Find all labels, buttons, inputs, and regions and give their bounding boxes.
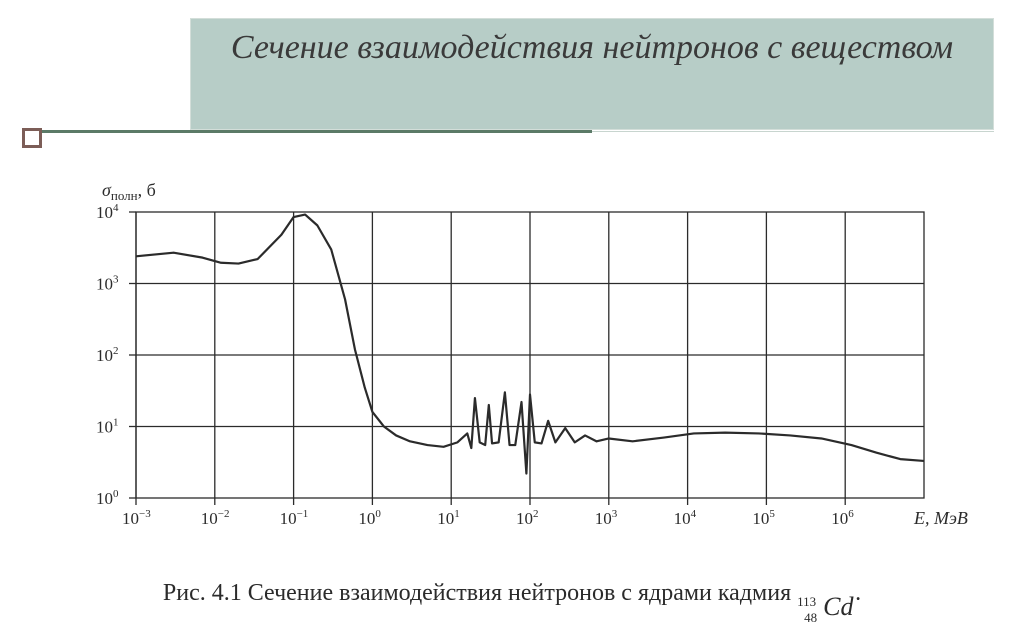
svg-text:106: 106 — [831, 508, 854, 528]
slide-title: Сечение взаимодействия нейтронов с вещес… — [211, 25, 973, 71]
chart-svg: 10−3 10−2 10−1 100 101 102 103 104 105 106 100 101 1… — [50, 168, 984, 553]
svg-text:10−3: 10−3 — [122, 508, 151, 528]
svg-text:104: 104 — [96, 202, 119, 222]
title-rule-dark — [22, 130, 592, 133]
svg-text:σполн, б: σполн, б — [102, 180, 156, 203]
nuclide-mass: 113 — [797, 594, 816, 610]
svg-text:101: 101 — [437, 508, 460, 528]
svg-text:103: 103 — [595, 508, 618, 528]
nuclide-z: 48 — [804, 610, 817, 626]
svg-text:102: 102 — [516, 508, 539, 528]
figure-caption: Рис. 4.1 Сечение взаимодействия нейтроно… — [0, 580, 1024, 607]
svg-text:E, МэВ: E, МэВ — [913, 508, 968, 528]
caption-text: Рис. 4.1 Сечение взаимодействия нейтроно… — [163, 580, 797, 606]
cross-section-chart: 10−3 10−2 10−1 100 101 102 103 104 105 106 100 101 1… — [50, 168, 984, 553]
caption-period: . — [855, 580, 861, 606]
svg-text:100: 100 — [96, 488, 119, 508]
svg-text:100: 100 — [358, 508, 381, 528]
svg-text:105: 105 — [752, 508, 775, 528]
nuclide-sym: Cd — [823, 592, 853, 622]
svg-text:102: 102 — [96, 345, 119, 365]
svg-text:103: 103 — [96, 274, 119, 294]
svg-text:104: 104 — [674, 508, 697, 528]
svg-text:10−1: 10−1 — [280, 508, 309, 528]
slide-title-band: Сечение взаимодействия нейтронов с вещес… — [190, 18, 994, 130]
svg-text:10−2: 10−2 — [201, 508, 230, 528]
title-rule-light — [592, 131, 994, 132]
svg-text:101: 101 — [96, 417, 119, 437]
title-rule-accent — [22, 128, 42, 148]
